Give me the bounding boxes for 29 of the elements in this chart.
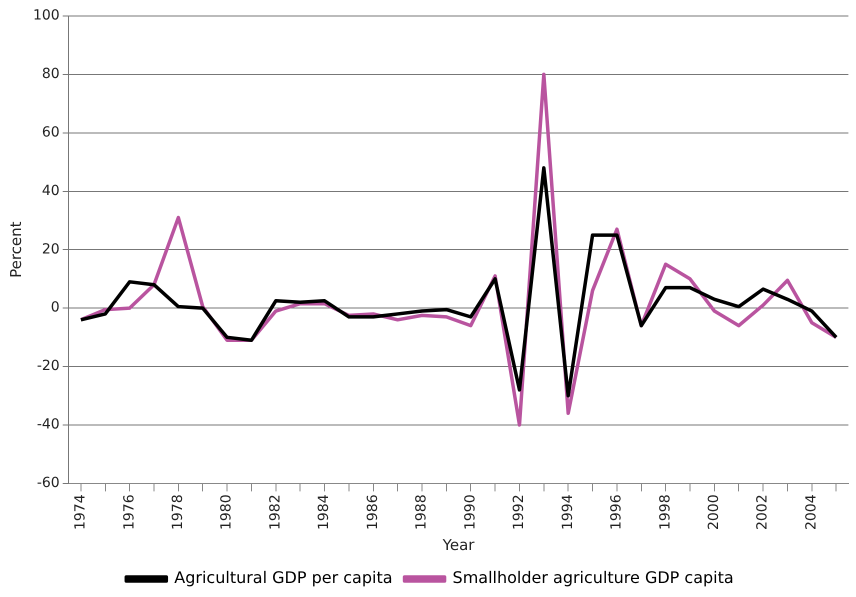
x-tick-label: 1992 <box>511 494 528 530</box>
x-tick-label: 2004 <box>803 494 820 530</box>
y-tick-label: 100 <box>32 8 60 24</box>
legend-label: Agricultural GDP per capita <box>174 568 393 588</box>
x-tick-label: 1990 <box>462 494 478 530</box>
x-tick-label: 1998 <box>657 494 674 530</box>
x-tick-label: 1996 <box>608 494 625 530</box>
x-tick-label: 1980 <box>218 494 235 530</box>
x-axis-title: Year <box>442 536 476 554</box>
y-tick-label: -40 <box>36 416 60 433</box>
x-tick-label: 2002 <box>754 494 771 530</box>
y-tick-label: 60 <box>42 124 60 140</box>
x-tick-label: 1978 <box>170 494 186 530</box>
x-tick-label: 1994 <box>560 494 576 530</box>
x-tick-label: 1976 <box>121 494 138 530</box>
y-tick-label: 40 <box>42 182 60 199</box>
legend-label: Smallholder agriculture GDP capita <box>452 568 734 588</box>
x-tick-label: 1982 <box>267 494 284 530</box>
y-tick-label: -60 <box>36 475 60 492</box>
y-tick-label: -20 <box>36 358 60 374</box>
x-tick-label: 2000 <box>706 494 722 530</box>
x-tick-label: 1974 <box>72 494 89 530</box>
x-tick-label: 1988 <box>414 494 430 530</box>
x-tick-label: 1984 <box>316 494 332 530</box>
y-tick-label: 80 <box>42 66 60 82</box>
x-tick-label: 1986 <box>364 494 381 530</box>
y-tick-label: 20 <box>42 241 60 258</box>
y-tick-label: 0 <box>50 300 60 316</box>
y-axis-title: Percent <box>6 221 25 278</box>
